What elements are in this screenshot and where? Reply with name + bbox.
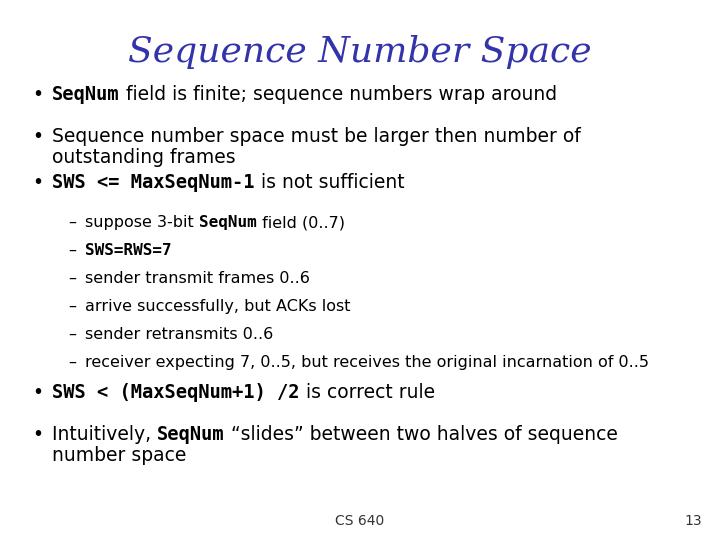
Text: outstanding frames: outstanding frames: [52, 148, 235, 167]
Text: suppose 3-bit: suppose 3-bit: [85, 215, 199, 230]
Text: –: –: [68, 355, 76, 370]
Text: –: –: [68, 243, 76, 258]
Text: Sequence number space must be larger then number of: Sequence number space must be larger the…: [52, 127, 581, 146]
Text: receiver expecting 7, 0..5, but receives the original incarnation of 0..5: receiver expecting 7, 0..5, but receives…: [85, 355, 649, 370]
Text: sender retransmits 0..6: sender retransmits 0..6: [85, 327, 274, 342]
Text: field (0..7): field (0..7): [256, 215, 345, 230]
Text: SWS=RWS=7: SWS=RWS=7: [85, 243, 171, 258]
Text: Intuitively,: Intuitively,: [52, 425, 157, 444]
Text: –: –: [68, 327, 76, 342]
Text: •: •: [32, 425, 43, 444]
Text: is not sufficient: is not sufficient: [254, 173, 404, 192]
Text: •: •: [32, 127, 43, 146]
Text: is correct rule: is correct rule: [300, 383, 435, 402]
Text: SeqNum: SeqNum: [157, 425, 225, 444]
Text: •: •: [32, 173, 43, 192]
Text: SWS < (MaxSeqNum+1) /2: SWS < (MaxSeqNum+1) /2: [52, 383, 300, 402]
Text: SWS <= MaxSeqNum-1: SWS <= MaxSeqNum-1: [52, 173, 254, 192]
Text: CS 640: CS 640: [336, 514, 384, 528]
Text: –: –: [68, 299, 76, 314]
Text: SeqNum: SeqNum: [199, 215, 256, 230]
Text: –: –: [68, 271, 76, 286]
Text: Sequence Number Space: Sequence Number Space: [128, 35, 592, 69]
Text: arrive successfully, but ACKs lost: arrive successfully, but ACKs lost: [85, 299, 351, 314]
Text: field is finite; sequence numbers wrap around: field is finite; sequence numbers wrap a…: [120, 85, 557, 104]
Text: “slides” between two halves of sequence: “slides” between two halves of sequence: [225, 425, 618, 444]
Text: 13: 13: [685, 514, 702, 528]
Text: –: –: [68, 215, 76, 230]
Text: SeqNum: SeqNum: [52, 85, 120, 104]
Text: •: •: [32, 85, 43, 104]
Text: sender transmit frames 0..6: sender transmit frames 0..6: [85, 271, 310, 286]
Text: •: •: [32, 383, 43, 402]
Text: number space: number space: [52, 446, 186, 465]
